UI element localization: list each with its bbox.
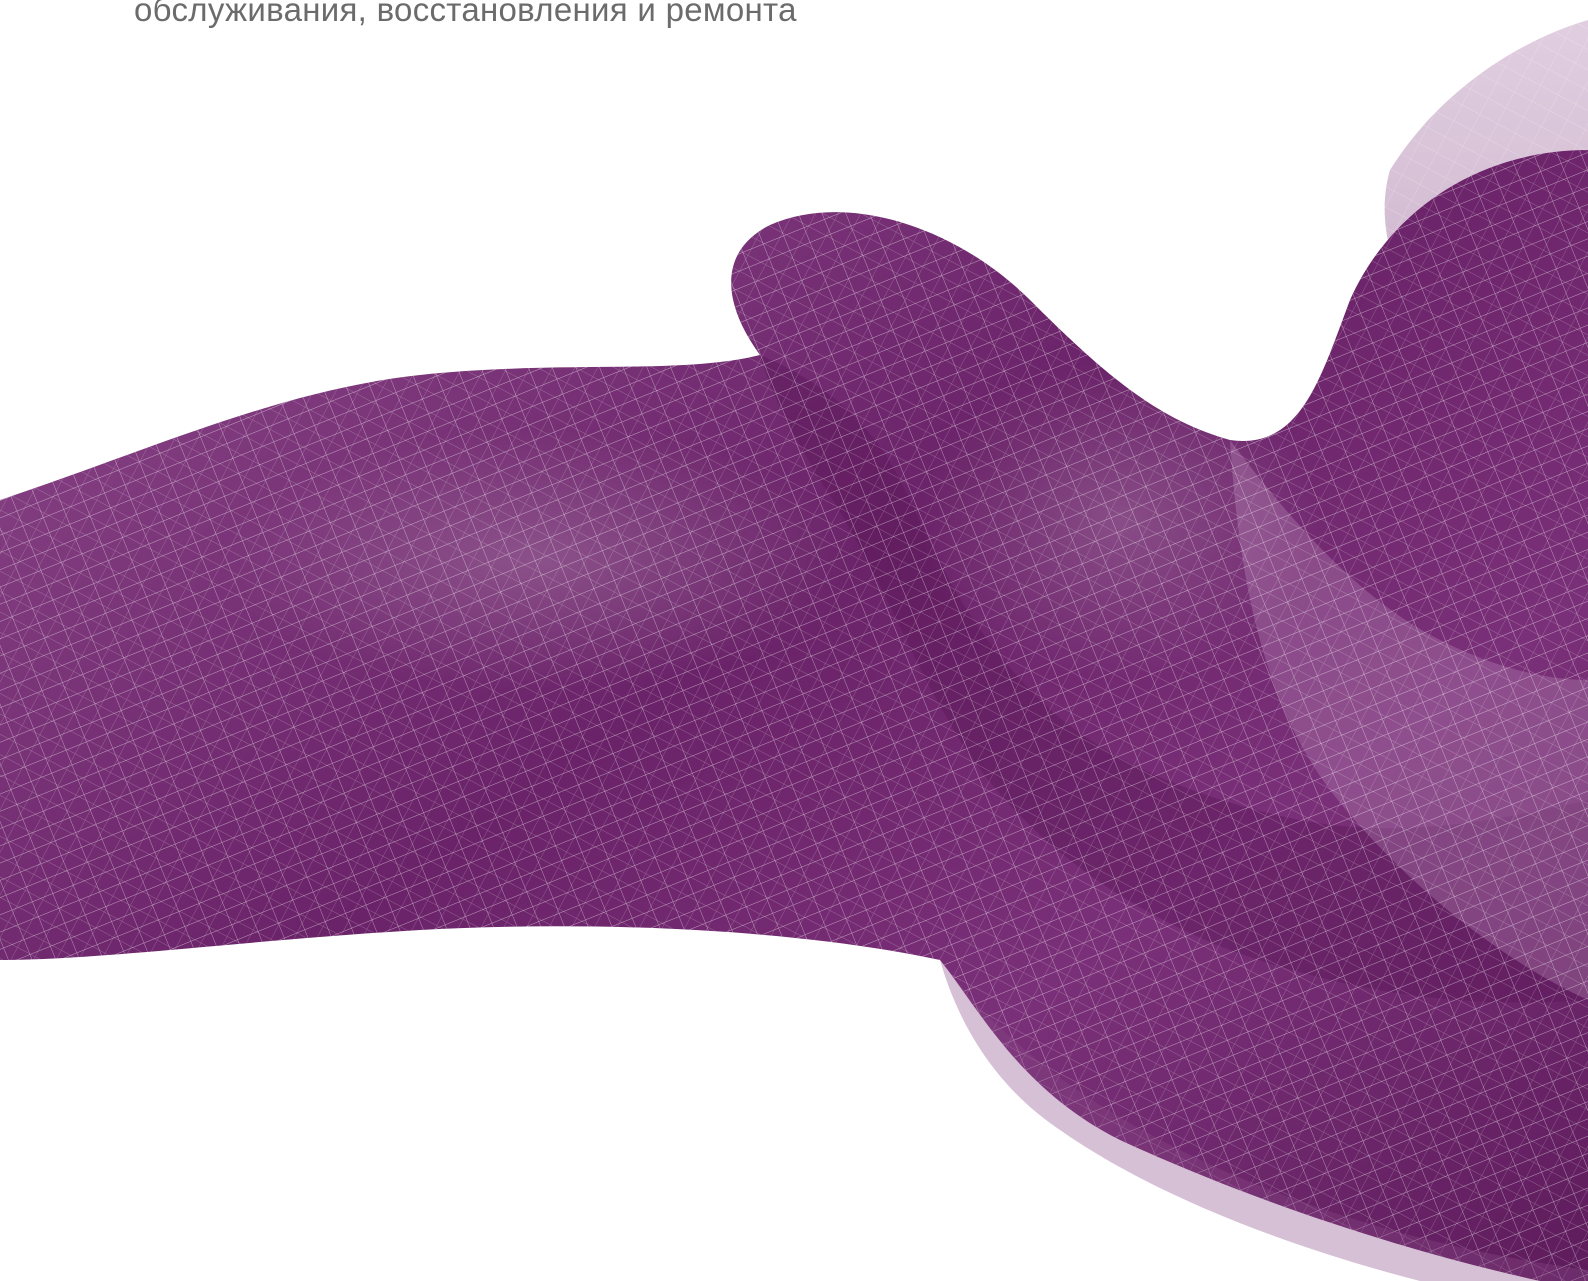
ribbon-tail bbox=[940, 960, 1588, 1281]
page-subtitle: обслуживания, восстановления и ремонта bbox=[134, 0, 797, 28]
